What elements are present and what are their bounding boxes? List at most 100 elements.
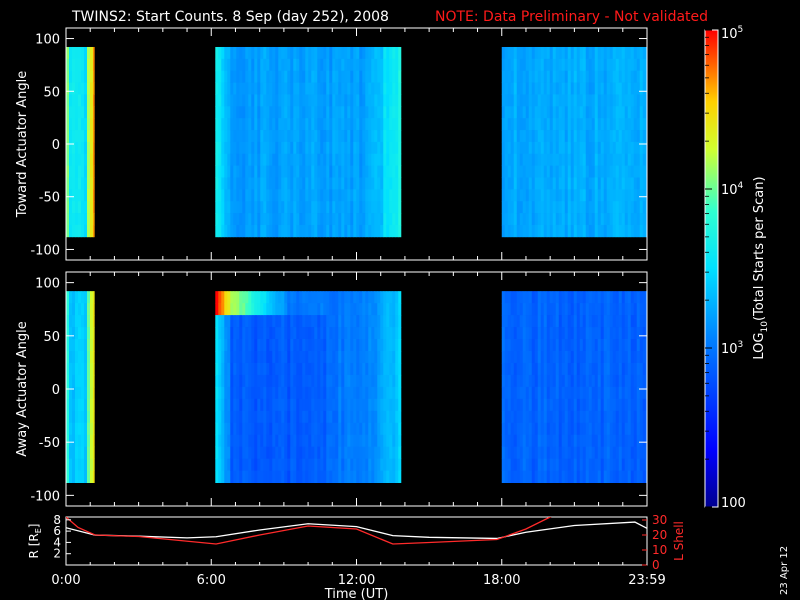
heat-cell — [341, 118, 345, 131]
heat-cell — [567, 130, 572, 143]
heat-cell — [513, 58, 518, 72]
heat-cell — [585, 422, 590, 436]
heat-cell — [395, 118, 399, 131]
heat-cell — [290, 470, 294, 483]
heat-cell — [350, 303, 354, 316]
heat-cell — [636, 315, 641, 328]
heat-cell — [389, 153, 393, 167]
heat-cell — [510, 201, 515, 214]
heat-cell — [257, 398, 261, 412]
heat-cell — [90, 118, 94, 131]
heat-cell — [618, 470, 623, 483]
heat-cell — [260, 130, 264, 143]
heat-cell — [78, 422, 82, 436]
heat-cell — [642, 82, 647, 95]
heat-cell — [362, 386, 366, 400]
heat-cell — [567, 350, 572, 364]
heat-cell — [636, 46, 641, 60]
heat-cell — [522, 291, 527, 304]
heat-cell — [624, 153, 629, 167]
heat-cell — [368, 315, 372, 328]
heat-cell — [519, 165, 524, 178]
heat-cell — [579, 224, 584, 238]
heat-cell — [72, 350, 76, 364]
heat-cell — [561, 362, 566, 376]
heat-cell — [573, 434, 578, 448]
heat-cell — [221, 303, 225, 316]
heat-cell — [636, 70, 641, 83]
heat-cell — [299, 458, 303, 472]
heat-cell — [272, 177, 276, 190]
heat-cell — [564, 350, 569, 364]
heat-cell — [278, 315, 282, 328]
heat-cell — [302, 315, 306, 328]
heat-cell — [371, 141, 375, 155]
heat-cell — [570, 398, 575, 412]
heat-cell — [549, 303, 554, 316]
heat-cell — [323, 130, 327, 143]
heat-cell — [362, 201, 366, 214]
heat-cell — [224, 386, 228, 400]
heat-cell — [323, 106, 327, 119]
heat-cell — [284, 189, 288, 202]
heat-cell — [278, 213, 282, 226]
heat-cell — [350, 118, 354, 131]
heat-cell — [519, 153, 524, 167]
heat-cell — [585, 410, 590, 424]
heat-cell — [296, 386, 300, 400]
heat-cell — [371, 410, 375, 424]
heat-cell — [239, 339, 243, 352]
heat-cell — [311, 434, 315, 448]
heat-cell — [519, 386, 524, 400]
heat-cell — [359, 141, 363, 155]
heat-cell — [299, 118, 303, 131]
heat-cell — [386, 470, 390, 483]
heat-cell — [540, 82, 545, 95]
heat-cell — [314, 82, 318, 95]
heat-cell — [359, 362, 363, 376]
heat-cell — [293, 165, 297, 178]
heat-cell — [72, 141, 76, 155]
heat-cell — [510, 189, 515, 202]
heat-cell — [248, 458, 252, 472]
heat-cell — [534, 458, 539, 472]
heat-cell — [299, 362, 303, 376]
colorbar-label: LOG10(Total Starts per Scan) — [752, 176, 770, 359]
heat-cell — [522, 82, 527, 95]
heat-cell — [513, 362, 518, 376]
heat-cell — [245, 374, 249, 388]
heat-cell — [627, 446, 632, 460]
heat-cell — [582, 94, 587, 107]
heat-cell — [606, 386, 611, 400]
heat-cell — [356, 458, 360, 472]
heat-cell — [501, 94, 506, 107]
heat-cell — [552, 458, 557, 472]
heat-cell — [564, 398, 569, 412]
heat-cell — [522, 201, 527, 214]
heat-cell — [603, 165, 608, 178]
heat-cell — [552, 327, 557, 340]
heat-cell — [519, 130, 524, 143]
heat-cell — [69, 470, 73, 483]
heat-cell — [374, 398, 378, 412]
heat-cell — [383, 303, 387, 316]
heat-cell — [72, 213, 76, 226]
heat-cell — [269, 130, 273, 143]
heat-cell — [290, 434, 294, 448]
heat-cell — [356, 58, 360, 72]
heat-cell — [618, 410, 623, 424]
heat-cell — [519, 374, 524, 388]
heat-cell — [72, 398, 76, 412]
heat-cell — [341, 374, 345, 388]
heat-cell — [380, 434, 384, 448]
heat-cell — [588, 410, 593, 424]
heat-cell — [531, 165, 536, 178]
heat-cell — [531, 82, 536, 95]
heat-cell — [218, 165, 222, 178]
heat-cell — [233, 141, 237, 155]
heat-cell — [528, 201, 533, 214]
data-interval — [501, 291, 648, 483]
heat-cell — [230, 350, 234, 364]
heat-cell — [395, 422, 399, 436]
heat-cell — [311, 362, 315, 376]
